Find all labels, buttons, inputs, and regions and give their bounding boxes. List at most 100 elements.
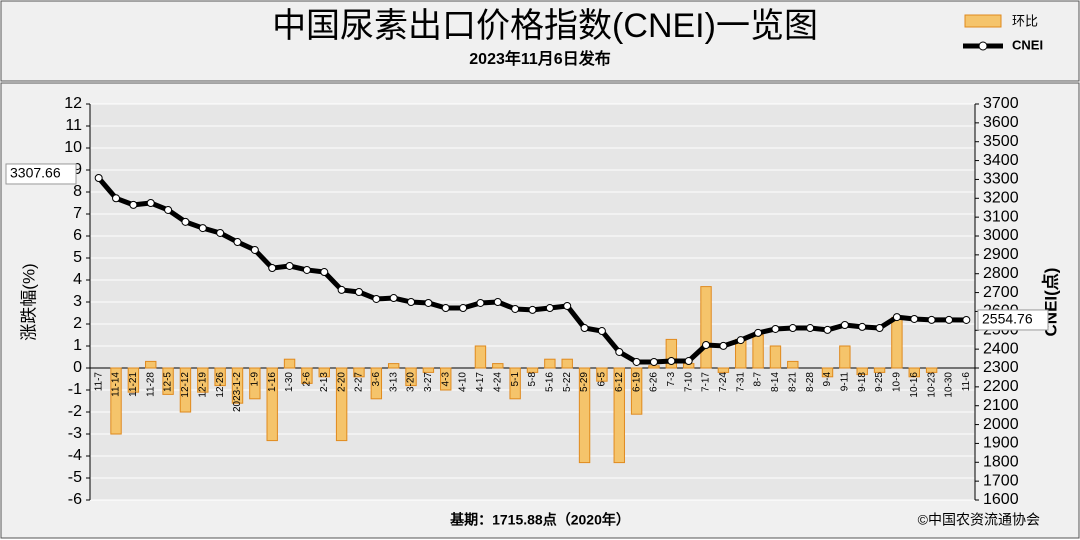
data-label-box — [977, 309, 1049, 331]
y-tick-label: -3 — [68, 425, 82, 442]
x-tick-label: 7-24 — [718, 372, 729, 392]
line-marker — [337, 285, 346, 294]
x-tick-label: 9-11 — [839, 372, 850, 392]
y2-tick-label: 3400 — [983, 152, 1019, 169]
x-tick-label: 8-28 — [805, 372, 816, 392]
line-marker — [597, 327, 606, 336]
line-marker — [632, 357, 641, 366]
line-marker — [146, 199, 155, 207]
x-tick-label: 6-26 — [649, 372, 660, 392]
x-tick-label: 9-4 — [822, 372, 833, 387]
y2-tick-label: 3300 — [983, 171, 1019, 188]
x-tick-label: 8-14 — [770, 372, 781, 392]
bar — [266, 367, 278, 442]
bar — [717, 367, 730, 373]
data-label: 2554.76 — [982, 311, 1033, 327]
x-tick-label: 5-8 — [527, 372, 538, 387]
x-tick-label: 10-16 — [909, 372, 920, 398]
x-tick-label: 9-25 — [874, 372, 885, 392]
x-tick-label: 7-31 — [735, 372, 746, 392]
line-marker — [788, 324, 797, 333]
bar — [509, 367, 521, 400]
y-tick-label: 10 — [64, 139, 82, 156]
x-tick-label: 5-29 — [579, 372, 590, 392]
y2-tick-label: 3200 — [983, 190, 1019, 207]
line-marker — [354, 288, 363, 297]
data-label: 3307.66 — [10, 165, 61, 181]
y2-tick-label: 1900 — [983, 435, 1019, 452]
line-marker — [459, 304, 468, 313]
bar — [110, 367, 122, 435]
x-tick-label: 2023-1-2 — [232, 372, 243, 412]
x-tick-label: 7-10 — [683, 372, 694, 392]
line-marker — [806, 324, 815, 333]
line-marker — [233, 238, 242, 247]
x-tick-label: 3-20 — [406, 372, 417, 392]
x-tick-label: 8-21 — [787, 372, 798, 392]
line-marker — [823, 325, 832, 334]
line-marker — [285, 261, 294, 270]
line-marker — [719, 341, 728, 350]
header-box — [0, 0, 1080, 82]
y-tick-label: 0 — [73, 359, 82, 376]
y-tick-label: -6 — [68, 491, 82, 508]
line-marker — [112, 194, 121, 203]
bar — [856, 367, 868, 376]
bar — [561, 358, 573, 369]
y2-tick-label: 3000 — [983, 227, 1019, 244]
line-marker — [736, 336, 745, 345]
bar — [665, 338, 678, 369]
bar — [145, 360, 157, 369]
y2-tick-label: 1800 — [983, 454, 1019, 471]
line-marker — [181, 217, 190, 226]
line-marker — [302, 265, 311, 274]
y-tick-label: 7 — [73, 205, 82, 222]
x-tick-label: 2-6 — [302, 372, 313, 387]
x-tick-label: 3-6 — [371, 372, 382, 387]
bar — [197, 367, 209, 393]
bar — [283, 358, 296, 369]
x-tick-label: 12-12 — [180, 372, 191, 398]
y2-tick-label: 1600 — [983, 491, 1019, 508]
y2-tick-label: 3100 — [983, 208, 1019, 225]
bar — [596, 367, 608, 382]
x-tick-label: 5-22 — [562, 372, 573, 392]
x-tick-label: 2-13 — [319, 372, 330, 392]
y2-tick-label: 2300 — [983, 359, 1019, 376]
y2-tick-label: 2700 — [983, 284, 1019, 301]
bar — [891, 316, 903, 369]
bar — [440, 367, 452, 391]
line-marker — [511, 304, 520, 313]
line-marker — [198, 224, 207, 233]
y-tick-label: 11 — [65, 117, 82, 134]
x-tick-label: 2-20 — [336, 372, 347, 392]
line-marker — [684, 357, 693, 366]
x-tick-label: 5-16 — [544, 372, 555, 392]
line-marker — [493, 298, 502, 306]
y2-tick-label: 2200 — [983, 378, 1019, 395]
x-tick-label: 1-16 — [267, 372, 278, 392]
y2-tick-label: 2900 — [983, 246, 1019, 263]
x-tick-label: 2-27 — [354, 372, 365, 392]
x-tick-label: 12-19 — [197, 372, 208, 398]
bar — [526, 367, 539, 373]
y-tick-label: 12 — [64, 95, 82, 112]
x-tick-label: 7-3 — [666, 372, 677, 387]
bar — [301, 367, 313, 384]
line-marker — [476, 298, 485, 307]
line-marker — [164, 205, 173, 214]
x-tick-label: 8-7 — [753, 372, 764, 387]
x-tick-label: 4-24 — [492, 372, 503, 392]
x-tick-label: 1-9 — [249, 372, 260, 387]
x-tick-label: 11-21 — [128, 372, 139, 397]
bar — [318, 367, 330, 378]
bar — [613, 367, 625, 464]
line-marker — [754, 328, 763, 337]
line-marker — [840, 321, 849, 330]
line-marker — [927, 315, 936, 324]
line-marker — [858, 322, 867, 331]
y2-tick-label: 2100 — [983, 397, 1019, 414]
legend-label: CNEI — [1012, 37, 1043, 52]
x-tick-label: 12-5 — [163, 372, 174, 392]
